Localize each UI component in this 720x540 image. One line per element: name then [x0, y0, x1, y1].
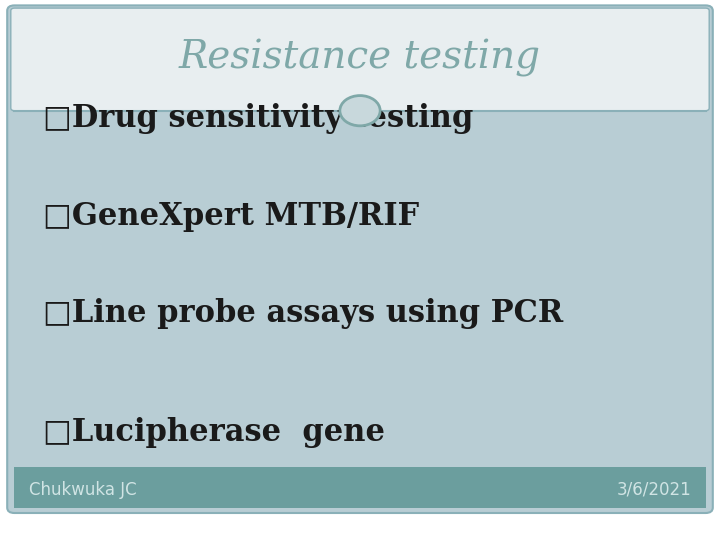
Text: □Drug sensitivity testing: □Drug sensitivity testing: [43, 103, 474, 134]
Text: 3/6/2021: 3/6/2021: [616, 481, 691, 499]
Text: Resistance testing: Resistance testing: [179, 39, 541, 77]
FancyBboxPatch shape: [7, 5, 713, 513]
Bar: [14, 467, 706, 508]
Text: □Line probe assays using PCR: □Line probe assays using PCR: [43, 298, 564, 329]
Text: Chukwuka JC: Chukwuka JC: [29, 481, 136, 499]
Text: □Lucipherase  gene: □Lucipherase gene: [43, 416, 385, 448]
Circle shape: [340, 96, 380, 126]
Text: □GeneXpert MTB/RIF: □GeneXpert MTB/RIF: [43, 200, 419, 232]
FancyBboxPatch shape: [11, 8, 709, 111]
